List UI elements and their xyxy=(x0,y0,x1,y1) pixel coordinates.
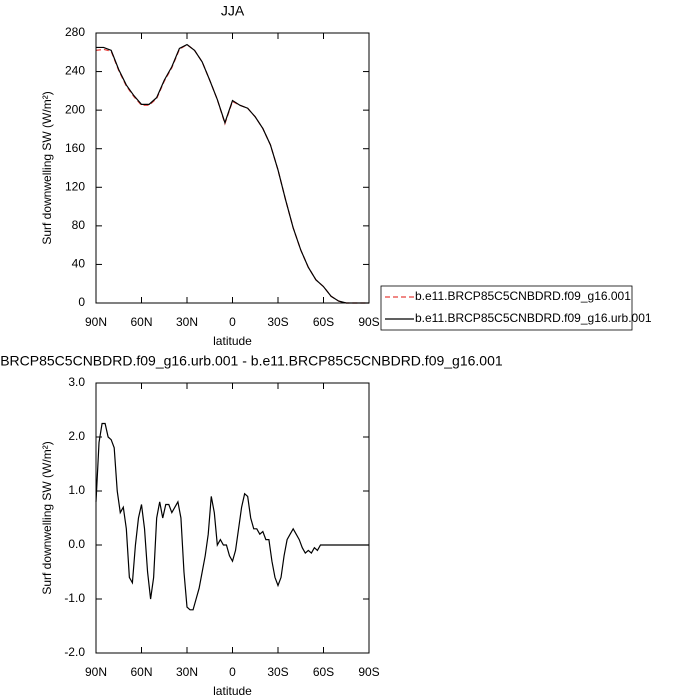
line xyxy=(95,422,369,611)
y-tick-label: 0.0 xyxy=(68,537,85,551)
y-tick-label: -2.0 xyxy=(64,645,85,659)
legend: b.e11.BRCP85C5CNBDRD.f09_g16.001 b.e11.BR… xyxy=(380,285,652,331)
y-tick-label: 80 xyxy=(72,218,86,232)
x-tick-label: 60S xyxy=(313,315,334,329)
x-tick-label: 30S xyxy=(267,315,288,329)
y-tick-label: -1.0 xyxy=(64,591,85,605)
x-tick-label: 60N xyxy=(130,315,152,329)
y-tick-label: 2.0 xyxy=(68,429,85,443)
x-tick-label: 90N xyxy=(85,665,107,679)
y-tick-label: 200 xyxy=(65,102,85,116)
y-tick-label: 160 xyxy=(65,141,85,155)
y-tick-label: 3.0 xyxy=(68,375,85,389)
chart-title: JJA xyxy=(221,3,245,19)
x-tick-label: 60N xyxy=(130,665,152,679)
y-axis-label: Surf downwelling SW (W/m²) xyxy=(40,91,54,244)
y-tick-label: 240 xyxy=(65,64,85,78)
y-tick-label: 0 xyxy=(78,295,85,309)
legend-box xyxy=(380,285,633,331)
plot-frame xyxy=(95,382,370,654)
chart-title: b.e11.BRCP85C5CNBDRD.f09_g16.urb.001 - b… xyxy=(0,353,503,369)
x-tick-label: 90S xyxy=(358,665,379,679)
line xyxy=(95,43,369,304)
legend-label: b.e11.BRCP85C5CNBDRD.f09_g16.001 xyxy=(415,289,631,303)
x-tick-label: 30N xyxy=(176,665,198,679)
x-tick-label: 60S xyxy=(313,665,334,679)
line xyxy=(96,43,369,304)
x-tick-label: 30S xyxy=(267,665,288,679)
x-tick-label: 0 xyxy=(229,315,236,329)
x-tick-label: 0 xyxy=(229,665,236,679)
x-axis-label: latitude xyxy=(213,684,252,698)
y-tick-label: 280 xyxy=(65,25,85,39)
x-tick-label: 90S xyxy=(358,315,379,329)
y-axis-label: Surf downwelling SW (W/m²) xyxy=(40,441,54,594)
y-tick-label: 1.0 xyxy=(68,483,85,497)
x-tick-label: 30N xyxy=(176,315,198,329)
y-tick-label: 40 xyxy=(72,257,86,271)
x-axis-label: latitude xyxy=(213,334,252,348)
x-tick-label: 90N xyxy=(85,315,107,329)
legend-label: b.e11.BRCP85C5CNBDRD.f09_g16.urb.001 xyxy=(415,311,652,325)
plot-frame xyxy=(95,32,370,304)
y-tick-label: 120 xyxy=(65,179,85,193)
